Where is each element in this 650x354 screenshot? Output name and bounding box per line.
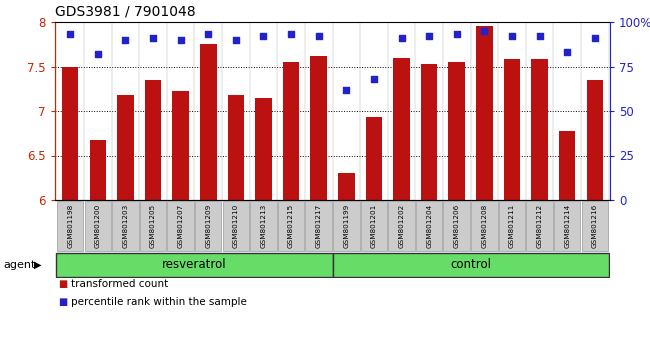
Point: [396, 35, 407, 41]
Point: [120, 37, 131, 42]
Text: GSM801216: GSM801216: [592, 204, 598, 248]
FancyBboxPatch shape: [526, 201, 553, 251]
Point: [231, 37, 241, 42]
Bar: [393, 58, 410, 200]
Point: [424, 33, 434, 39]
Bar: [117, 95, 134, 200]
Point: [313, 33, 324, 39]
Text: GSM801212: GSM801212: [537, 204, 543, 248]
FancyBboxPatch shape: [57, 201, 83, 251]
Text: GSM801201: GSM801201: [371, 204, 377, 248]
FancyBboxPatch shape: [554, 201, 580, 251]
Text: GSM801215: GSM801215: [288, 204, 294, 248]
Text: GSM801200: GSM801200: [95, 204, 101, 248]
Text: agent: agent: [3, 260, 36, 270]
Bar: [311, 56, 327, 200]
Text: GSM801198: GSM801198: [67, 204, 73, 248]
Bar: [476, 27, 493, 200]
Bar: [172, 91, 189, 200]
FancyBboxPatch shape: [195, 201, 222, 251]
FancyBboxPatch shape: [278, 201, 304, 251]
Point: [65, 32, 75, 37]
FancyBboxPatch shape: [582, 201, 608, 251]
Bar: [200, 44, 216, 200]
Bar: [559, 131, 575, 200]
Bar: [62, 67, 79, 200]
Bar: [504, 59, 520, 200]
Point: [203, 32, 213, 37]
Text: GSM801199: GSM801199: [343, 204, 349, 248]
Text: GSM801204: GSM801204: [426, 204, 432, 248]
Bar: [90, 141, 106, 200]
Point: [562, 50, 573, 55]
Text: percentile rank within the sample: percentile rank within the sample: [72, 297, 247, 307]
Bar: [255, 98, 272, 200]
Bar: [531, 59, 548, 200]
Text: GSM801214: GSM801214: [564, 204, 570, 248]
Point: [341, 87, 352, 92]
Bar: [421, 64, 437, 200]
FancyBboxPatch shape: [499, 201, 525, 251]
Point: [590, 35, 600, 41]
FancyBboxPatch shape: [333, 201, 359, 251]
FancyBboxPatch shape: [361, 201, 387, 251]
FancyBboxPatch shape: [443, 201, 470, 251]
Text: GSM801207: GSM801207: [177, 204, 184, 248]
Bar: [366, 117, 382, 200]
Text: resveratrol: resveratrol: [162, 258, 227, 272]
Text: GSM801203: GSM801203: [122, 204, 129, 248]
Text: GSM801205: GSM801205: [150, 204, 156, 248]
Point: [452, 32, 462, 37]
Text: GSM801217: GSM801217: [316, 204, 322, 248]
FancyBboxPatch shape: [222, 201, 249, 251]
Point: [479, 28, 489, 34]
Bar: [448, 62, 465, 200]
Bar: [283, 62, 300, 200]
Text: ▶: ▶: [34, 260, 42, 270]
Text: GSM801206: GSM801206: [454, 204, 460, 248]
Bar: [145, 80, 161, 200]
Text: GSM801202: GSM801202: [398, 204, 404, 248]
FancyBboxPatch shape: [84, 201, 111, 251]
Text: GSM801209: GSM801209: [205, 204, 211, 248]
Point: [534, 33, 545, 39]
Point: [92, 51, 103, 57]
FancyBboxPatch shape: [57, 253, 333, 277]
Text: GDS3981 / 7901048: GDS3981 / 7901048: [55, 4, 196, 18]
FancyBboxPatch shape: [471, 201, 498, 251]
FancyBboxPatch shape: [333, 253, 608, 277]
FancyBboxPatch shape: [306, 201, 332, 251]
Point: [369, 76, 379, 82]
Point: [148, 35, 158, 41]
Text: GSM801210: GSM801210: [233, 204, 239, 248]
Point: [176, 37, 186, 42]
Text: ■: ■: [58, 297, 68, 307]
FancyBboxPatch shape: [168, 201, 194, 251]
Point: [286, 32, 296, 37]
FancyBboxPatch shape: [416, 201, 443, 251]
Text: GSM801213: GSM801213: [261, 204, 266, 248]
Text: GSM801211: GSM801211: [509, 204, 515, 248]
Text: ■: ■: [58, 279, 68, 289]
Text: GSM801208: GSM801208: [482, 204, 488, 248]
Bar: [227, 95, 244, 200]
FancyBboxPatch shape: [112, 201, 138, 251]
Text: transformed count: transformed count: [72, 279, 168, 289]
FancyBboxPatch shape: [388, 201, 415, 251]
Bar: [586, 80, 603, 200]
Point: [258, 33, 268, 39]
Text: control: control: [450, 258, 491, 272]
FancyBboxPatch shape: [140, 201, 166, 251]
Point: [507, 33, 517, 39]
FancyBboxPatch shape: [250, 201, 277, 251]
Bar: [338, 173, 355, 200]
